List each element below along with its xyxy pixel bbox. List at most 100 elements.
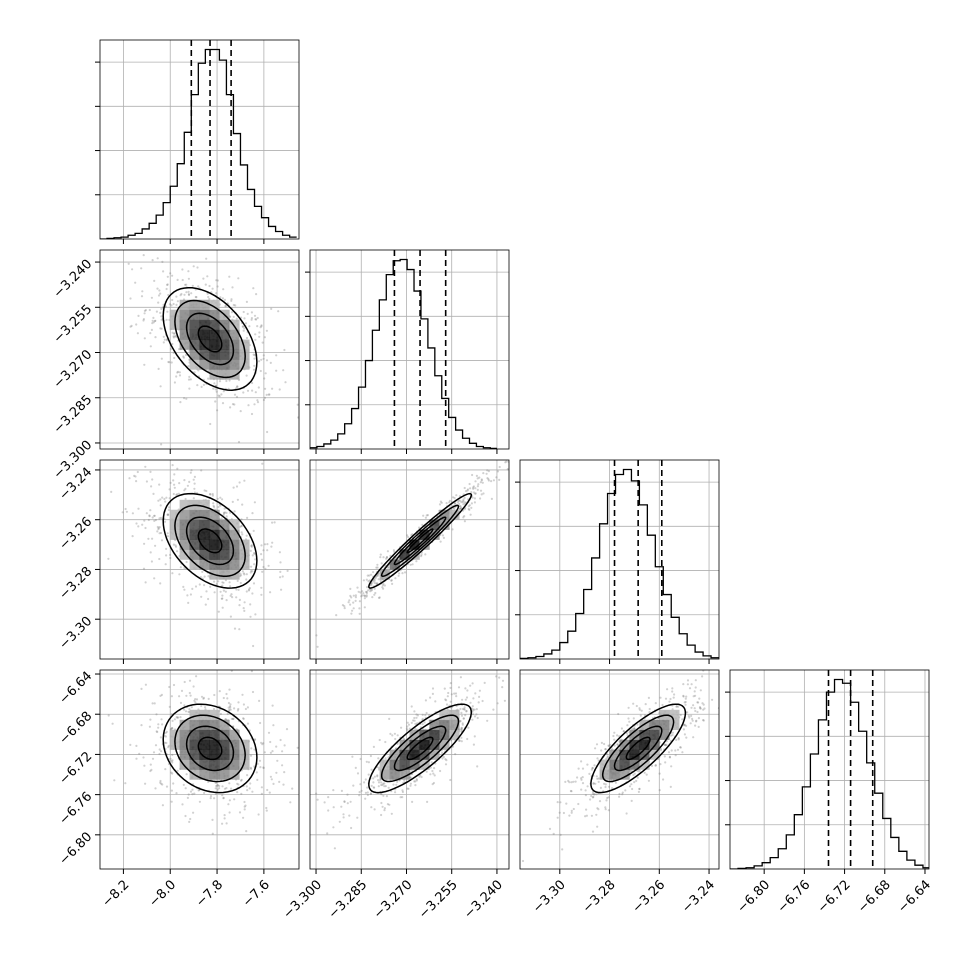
scatter-point: [631, 787, 634, 791]
scatter-point: [167, 744, 170, 748]
scatter-point: [362, 579, 365, 582]
scatter-point: [462, 499, 465, 502]
density-bin: [439, 709, 450, 721]
density-bin: [239, 759, 250, 770]
scatter-point: [229, 615, 232, 618]
scatter-point: [173, 483, 176, 486]
y-tick-label: −3.255: [51, 302, 96, 347]
scatter-point: [280, 588, 283, 591]
scatter-point: [401, 789, 404, 792]
scatter-point: [271, 541, 274, 544]
scatter-point: [264, 567, 267, 570]
scatter-point: [659, 763, 662, 766]
scatter-point: [444, 698, 447, 701]
scatter-point: [407, 723, 411, 726]
contours: [162, 492, 258, 589]
scatter-point: [160, 315, 163, 318]
x-tick-label: −3.24: [679, 877, 718, 916]
panel-frame: [309, 459, 510, 660]
scatter-point: [254, 391, 257, 394]
scatter-point: [239, 574, 243, 577]
scatter-point: [161, 260, 164, 263]
scatter-point: [693, 690, 696, 693]
scatter-point: [200, 704, 203, 708]
scatter-point: [459, 676, 462, 679]
scatter-point: [222, 581, 225, 584]
scatter-point: [253, 738, 256, 741]
scatter-point: [183, 479, 186, 482]
histogram-panel-1: [305, 249, 510, 454]
density-bin: [219, 319, 230, 330]
scatter-point: [483, 681, 486, 685]
density-bin: [179, 339, 190, 350]
scatter-point: [414, 784, 417, 787]
scatter-point: [165, 287, 168, 291]
scatter-point: [178, 371, 181, 374]
scatter-point: [682, 728, 686, 731]
density-bin: [189, 539, 200, 550]
density-bin: [199, 549, 210, 560]
scatter-point: [216, 409, 219, 412]
density-bin: [659, 719, 670, 730]
scatter-point: [183, 704, 186, 707]
scatter-point: [356, 816, 359, 819]
scatter-point: [606, 755, 610, 758]
scatter-point: [279, 738, 282, 742]
scatter-point: [149, 332, 152, 335]
scatter-point: [381, 783, 384, 787]
scatter-point: [164, 563, 167, 566]
scatter-point: [203, 584, 206, 587]
contour-line: [590, 703, 687, 794]
scatter-point: [253, 403, 256, 406]
scatter-point: [278, 780, 281, 784]
scatter-point: [648, 711, 651, 714]
scatter-point: [418, 526, 421, 529]
scatter-point: [576, 776, 579, 779]
scatter-point: [661, 703, 664, 707]
scatter-point: [441, 534, 444, 537]
scatter-point: [590, 814, 594, 817]
scatter-point: [154, 319, 157, 322]
scatter-point: [618, 795, 621, 798]
density-bin: [199, 359, 210, 370]
scatter-point: [163, 338, 166, 341]
scatter-point: [592, 795, 595, 799]
scatter-point: [592, 793, 596, 796]
scatter-point: [233, 510, 236, 513]
scatter-point: [369, 792, 372, 796]
scatter-point: [323, 801, 326, 804]
scatter-point: [604, 806, 607, 809]
scatter-point: [160, 357, 163, 360]
scatter-point: [351, 609, 354, 612]
scatter-point: [171, 572, 174, 575]
scatter-point: [627, 717, 630, 720]
scatter-point: [192, 478, 195, 481]
density-bin: [429, 739, 440, 750]
scatter-point: [174, 545, 178, 548]
scatter-point: [121, 511, 124, 514]
scatter-point: [204, 706, 207, 709]
scatter-point: [262, 549, 265, 552]
scatter-point: [160, 750, 163, 753]
scatter-point: [172, 492, 175, 496]
scatter-point: [495, 476, 498, 479]
scatter-point: [167, 293, 170, 297]
scatter-point: [204, 283, 207, 286]
scatter-point: [175, 303, 178, 306]
scatter-point: [456, 501, 459, 504]
scatter-point: [221, 794, 224, 797]
scatter-point: [662, 778, 665, 781]
histogram-bars: [310, 258, 497, 449]
scatter-point: [567, 779, 570, 783]
scatter-point: [218, 395, 221, 398]
scatter-point: [143, 309, 146, 312]
scatter-point: [249, 615, 252, 618]
scatter-point: [354, 766, 357, 770]
scatter-point: [283, 771, 286, 774]
scatter-point: [349, 603, 352, 606]
scatter-point: [692, 695, 695, 698]
scatter-point: [260, 553, 263, 556]
scatter-point: [195, 296, 198, 299]
scatter-point: [149, 718, 152, 721]
scatter-point: [671, 731, 675, 734]
